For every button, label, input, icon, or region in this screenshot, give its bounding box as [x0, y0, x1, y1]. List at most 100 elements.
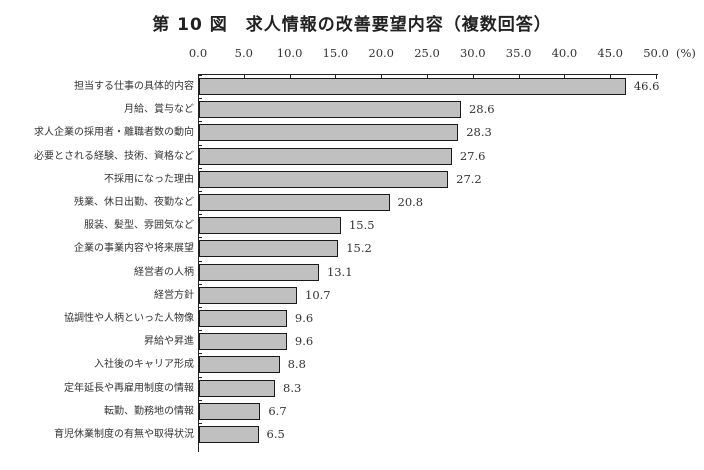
y-tick-mark	[198, 191, 202, 192]
category-label: 経営者の人柄	[134, 266, 194, 278]
category-label: 昇給や昇進	[144, 336, 194, 348]
y-axis-line	[198, 74, 199, 452]
y-tick-mark	[198, 260, 202, 262]
y-tick-mark	[198, 75, 202, 76]
y-tick-mark	[198, 283, 202, 285]
bar-row: 昇給や昇進 9.6	[0, 333, 704, 351]
bar-row: 定年延長や再雇用制度の情報 8.3	[0, 379, 704, 397]
y-tick-mark	[198, 423, 202, 424]
value-label: 6.5	[266, 427, 285, 441]
x-tick-mark	[243, 74, 245, 79]
category-label: 転勤、勤務地の情報	[104, 405, 194, 417]
bar	[199, 310, 287, 327]
x-tick-label: 40.0	[551, 46, 578, 60]
x-tick-mark	[656, 74, 657, 79]
x-tick-mark	[289, 74, 291, 79]
y-tick-mark	[198, 353, 202, 355]
value-label: 46.6	[633, 79, 660, 93]
x-axis-unit: (%)	[676, 46, 696, 60]
value-label: 13.1	[326, 264, 353, 279]
x-tick-label: 10.0	[276, 46, 303, 60]
bar	[199, 78, 626, 95]
category-label: 必要とされる経験、技術、資格など	[34, 150, 194, 162]
y-tick-mark	[198, 98, 202, 100]
value-label: 28.3	[466, 125, 492, 140]
value-label: 15.5	[348, 218, 375, 233]
x-tick-label: 50.0	[643, 46, 669, 60]
bar	[199, 286, 297, 304]
x-tick-mark	[518, 74, 520, 79]
bar	[199, 379, 276, 397]
bar	[199, 426, 259, 443]
bar	[199, 402, 261, 420]
x-tick-label: 35.0	[505, 46, 532, 60]
bar-row: 企業の事業内容や将来展望 15.2	[0, 240, 704, 258]
chart-title: 第 10 図 求人情報の改善要望内容（複数回答）	[152, 15, 552, 35]
y-tick-mark	[198, 144, 202, 146]
y-tick-mark	[198, 330, 202, 332]
bar-row: 入社後のキャリア形成 8.8	[0, 356, 704, 374]
x-axis-line	[198, 74, 658, 75]
x-tick-mark	[472, 74, 474, 79]
x-tick-label: 20.0	[368, 46, 394, 60]
value-label: 8.8	[287, 357, 306, 372]
category-label: 月給、賞与など	[124, 104, 194, 116]
value-label: 9.6	[294, 334, 314, 349]
x-tick-mark	[381, 74, 383, 79]
category-label: 残業、休日出勤、夜勤など	[74, 197, 194, 208]
category-label: 担当する仕事の具体的内容	[74, 81, 194, 92]
value-label: 6.7	[268, 403, 287, 418]
value-label: 8.3	[283, 380, 302, 395]
x-tick-label: 45.0	[597, 46, 623, 60]
x-tick-mark	[564, 74, 566, 79]
bar-row: 担当する仕事の具体的内容 46.6	[0, 78, 704, 95]
bar	[199, 147, 452, 165]
bar-row: 転勤、勤務地の情報 6.7	[0, 402, 704, 420]
bar	[199, 170, 449, 188]
bar-row: 育児休業制度の有無や取得状況 6.5	[0, 426, 704, 443]
y-tick-mark	[198, 121, 202, 123]
bar-row: 経営者の人柄 13.1	[0, 263, 704, 281]
x-tick-label: 25.0	[414, 46, 440, 60]
bar	[199, 194, 390, 211]
y-tick-mark	[198, 376, 202, 378]
value-label: 27.2	[456, 171, 482, 186]
bar	[199, 333, 287, 351]
category-label: 協調性や人柄といった人物像	[64, 313, 194, 324]
x-tick-label: 30.0	[459, 46, 486, 60]
bar	[199, 240, 339, 258]
bar	[199, 356, 280, 374]
bar-row: 月給、賞与など 28.6	[0, 101, 704, 119]
bar	[199, 217, 341, 235]
y-tick-mark	[198, 167, 202, 169]
category-label: 服装、髪型、雰囲気など	[84, 220, 194, 232]
category-label: 求人企業の採用者・離職者数の動向	[34, 127, 194, 139]
x-tick-mark	[335, 74, 337, 79]
bar-row: 協調性や人柄といった人物像 9.6	[0, 310, 704, 327]
bar-row: 服装、髪型、雰囲気など 15.5	[0, 217, 704, 235]
value-label: 9.6	[294, 311, 314, 325]
bar	[199, 263, 319, 281]
bar-row: 経営方針 10.7	[0, 286, 704, 304]
category-label: 入社後のキャリア形成	[94, 359, 194, 371]
x-tick-mark	[427, 74, 428, 79]
bar	[199, 101, 461, 119]
category-label: 育児休業制度の有無や取得状況	[54, 429, 194, 440]
category-label: 不採用になった理由	[104, 173, 194, 185]
category-label: 経営方針	[154, 289, 194, 301]
y-tick-mark	[198, 307, 202, 308]
bar-row: 必要とされる経験、技術、資格など 27.6	[0, 147, 704, 165]
bar	[199, 124, 459, 142]
category-label: 定年延長や再雇用制度の情報	[64, 382, 194, 394]
value-label: 15.2	[346, 241, 372, 256]
bar-row: 残業、休日出勤、夜勤など 20.8	[0, 194, 704, 211]
x-tick-label: 0.0	[188, 46, 208, 60]
bar-row: 不採用になった理由 27.2	[0, 170, 704, 188]
x-tick-mark	[610, 74, 612, 79]
value-label: 27.6	[459, 148, 486, 163]
x-tick-label: 5.0	[234, 46, 253, 60]
value-label: 28.6	[468, 102, 495, 117]
y-tick-mark	[198, 237, 202, 239]
x-tick-label: 15.0	[322, 46, 349, 60]
y-tick-mark	[198, 214, 202, 216]
